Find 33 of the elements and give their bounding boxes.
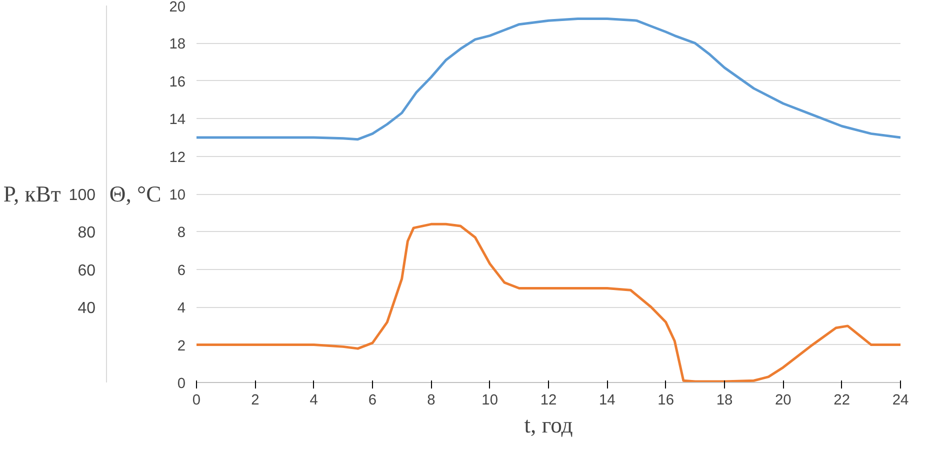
- y2-tick-label: 60: [78, 262, 96, 280]
- y2-axis-title: P, кВт: [3, 182, 61, 206]
- x-tick-label: 14: [599, 392, 616, 408]
- x-tick-label: 10: [482, 392, 498, 408]
- y-tick-label: 20: [169, 0, 186, 16]
- y-axis-title: Θ, °C: [109, 182, 162, 206]
- y-tick-label: 2: [177, 338, 186, 354]
- y-tick-label: 0: [177, 376, 186, 392]
- x-tick-label: 6: [368, 392, 377, 408]
- x-tick-label: 20: [775, 392, 792, 408]
- y2-tick-label: 40: [78, 300, 96, 318]
- x-tick-label: 12: [540, 392, 557, 408]
- x-tick-label: 8: [427, 392, 436, 408]
- y-tick-label: 10: [169, 188, 186, 204]
- y-tick-label: 14: [169, 112, 186, 128]
- x-tick-label: 2: [251, 392, 260, 408]
- y-tick-label: 8: [177, 225, 186, 242]
- x-tick-label: 24: [892, 392, 909, 408]
- x-tick-label: 18: [716, 392, 733, 408]
- y-tick-label: 18: [169, 36, 186, 53]
- x-tick-label: 0: [192, 392, 201, 408]
- y2-tick-label: 80: [78, 224, 96, 242]
- y-tick-label: 12: [169, 150, 186, 166]
- x-tick-label: 22: [834, 392, 850, 408]
- y-tick-label: 6: [177, 262, 186, 279]
- x-tick-label: 4: [310, 392, 318, 408]
- y-tick-label: 4: [177, 300, 186, 317]
- x-tick-label: 16: [658, 392, 674, 408]
- y2-tick-label: 100: [68, 187, 96, 204]
- line-series: [196, 17, 900, 141]
- y-tick-label: 16: [169, 74, 186, 90]
- x-axis-title: t, год: [524, 412, 574, 438]
- line-series: [196, 222, 900, 382]
